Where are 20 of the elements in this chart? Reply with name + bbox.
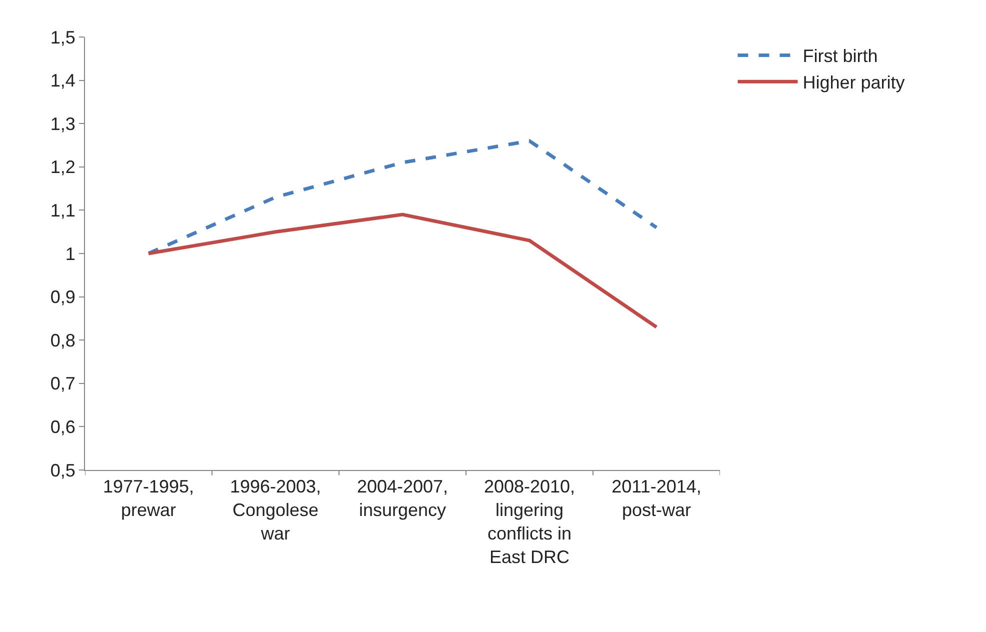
x-tick-label: 2011-2014, post-war [612, 476, 702, 520]
x-tick-label: 1996-2003, Congolese war [230, 476, 322, 544]
x-tick-label: 1977-1995, prewar [102, 476, 194, 520]
x-tick-label: 2004-2007, insurgency [356, 476, 448, 520]
y-tick-label: 0,8 [50, 330, 76, 350]
y-tick-label: 0,6 [50, 417, 76, 437]
y-tick-label: 0,9 [50, 287, 76, 308]
line-series [146, 212, 658, 329]
y-tick-label: 1 [65, 244, 76, 264]
y-tick-label: 1,3 [50, 114, 76, 134]
y-tick-label: 0,5 [50, 460, 76, 480]
line-series [146, 139, 658, 256]
legend-label: Higher parity [802, 72, 905, 93]
y-tick-label: 1,1 [50, 200, 76, 220]
y-tick-label: 1,4 [50, 70, 76, 91]
y-tick-label: 1,5 [50, 27, 76, 48]
x-tick-label: 2008-2010, lingering conflicts in East DRC [484, 476, 576, 567]
y-tick-label: 0,7 [50, 374, 76, 394]
legend-label: First birth [802, 46, 878, 66]
y-tick-label: 1,2 [50, 157, 76, 178]
